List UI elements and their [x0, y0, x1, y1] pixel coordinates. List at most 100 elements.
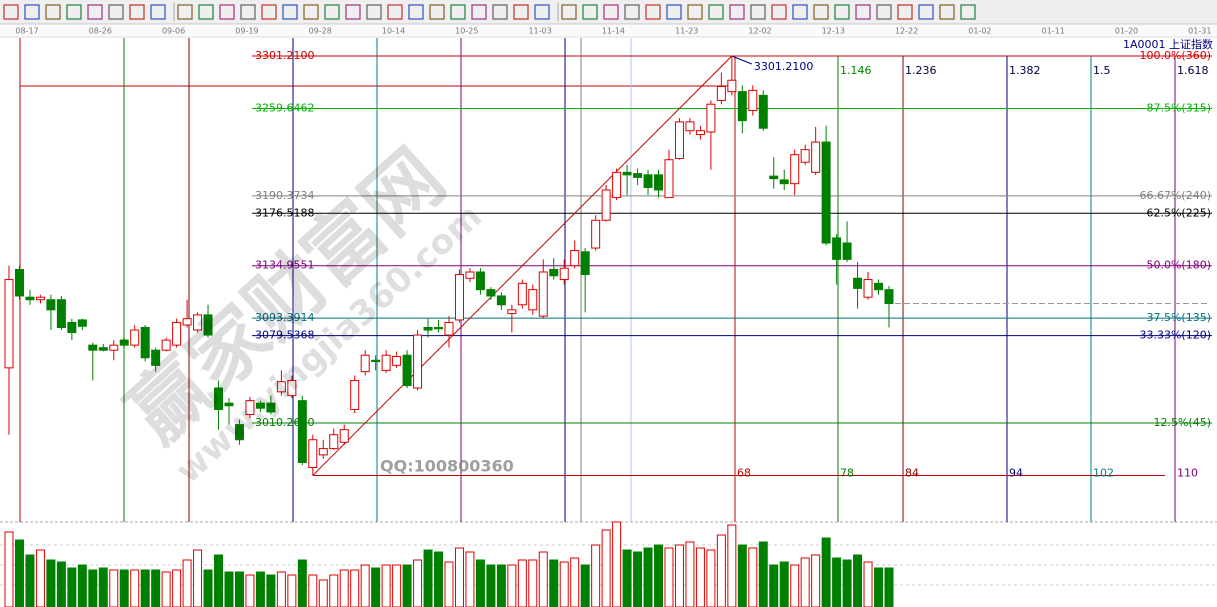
security-title: 1A0001 上证指数	[1123, 37, 1213, 51]
volume-bar	[67, 567, 77, 607]
volume-bar	[496, 564, 506, 607]
time-zone-ratio: 1.5	[1093, 64, 1111, 77]
toolbar-button[interactable]	[834, 4, 850, 20]
volume-bar	[224, 571, 234, 607]
toolbar-button[interactable]	[450, 4, 466, 20]
x-tick-label: 01-31	[1188, 27, 1211, 36]
candle-body	[863, 279, 873, 298]
volume-bar	[402, 564, 412, 607]
toolbar-button[interactable]	[66, 4, 82, 20]
toolbar-button[interactable]	[198, 4, 214, 20]
toolbar-button[interactable]	[666, 4, 682, 20]
toolbar-button[interactable]	[108, 4, 124, 20]
toolbar-button[interactable]	[324, 4, 340, 20]
candle-body	[161, 339, 171, 351]
x-tick-label: 10-25	[455, 27, 478, 36]
toolbar-button[interactable]	[492, 4, 508, 20]
candle-body	[654, 174, 664, 191]
level-price-label: 3259.6462	[255, 101, 315, 114]
toolbar-button[interactable]	[582, 4, 598, 20]
toolbar-button[interactable]	[687, 4, 703, 20]
toolbar-button[interactable]	[471, 4, 487, 20]
toolbar-button[interactable]	[219, 4, 235, 20]
candle-body	[214, 387, 224, 410]
toolbar-button[interactable]	[261, 4, 277, 20]
volume-bar	[465, 551, 475, 607]
level-ratio-label: 33.33%(120)	[1139, 329, 1211, 342]
x-tick-label: 09-28	[309, 27, 332, 36]
toolbar-button[interactable]	[3, 4, 19, 20]
toolbar-button[interactable]	[561, 4, 577, 20]
toolbar-button[interactable]	[513, 4, 529, 20]
toolbar-button[interactable]	[150, 4, 166, 20]
candle-body	[716, 86, 726, 101]
candle-body	[98, 347, 108, 351]
toolbar-button[interactable]	[750, 4, 766, 20]
toolbar-button[interactable]	[897, 4, 913, 20]
toolbar-button[interactable]	[366, 4, 382, 20]
toolbar-button[interactable]	[534, 4, 550, 20]
toolbar-button[interactable]	[387, 4, 403, 20]
toolbar-button[interactable]	[813, 4, 829, 20]
candle-body	[737, 91, 747, 122]
toolbar-button[interactable]	[45, 4, 61, 20]
toolbar-button[interactable]	[345, 4, 361, 20]
level-price-label: 3079.5368	[255, 329, 315, 342]
candle-body	[622, 171, 632, 176]
volume-bar	[214, 554, 224, 607]
toolbar-button[interactable]	[87, 4, 103, 20]
candle-body	[423, 326, 433, 331]
toolbar-button[interactable]	[603, 4, 619, 20]
volume-bar	[360, 564, 370, 607]
toolbar-button[interactable]	[429, 4, 445, 20]
volume-bar	[339, 569, 349, 607]
volume-bar	[392, 564, 402, 607]
x-tick-label: 09-06	[162, 27, 185, 36]
x-tick-label: 12-22	[895, 27, 918, 36]
volume-bar	[769, 564, 779, 607]
toolbar-button[interactable]	[408, 4, 424, 20]
x-tick-label: 11-14	[602, 27, 625, 36]
candle-body	[674, 121, 684, 159]
candle-body	[35, 296, 45, 301]
toolbar-button[interactable]	[960, 4, 976, 20]
candle-body	[486, 289, 496, 297]
volume-bar	[853, 554, 863, 607]
volume-bar	[790, 564, 800, 607]
volume-bar	[748, 547, 758, 607]
volume-bar	[842, 559, 852, 607]
candle-body	[4, 279, 14, 369]
toolbar-button[interactable]	[645, 4, 661, 20]
time-zone-count: 84	[905, 466, 919, 479]
toolbar-button[interactable]	[918, 4, 934, 20]
volume-bar	[350, 569, 360, 607]
watermark-qq: QQ:100800360	[380, 457, 514, 476]
volume-bar	[182, 559, 192, 607]
date-axis	[0, 25, 1217, 37]
toolbar-button[interactable]	[177, 4, 193, 20]
toolbar-button[interactable]	[303, 4, 319, 20]
toolbar-button[interactable]	[24, 4, 40, 20]
toolbar-button[interactable]	[708, 4, 724, 20]
candle-body	[549, 268, 559, 277]
toolbar-button[interactable]	[624, 4, 640, 20]
candle-body	[224, 402, 234, 407]
x-tick-label: 11-23	[675, 27, 698, 36]
toolbar-button[interactable]	[855, 4, 871, 20]
toolbar-button[interactable]	[792, 4, 808, 20]
candle-body	[14, 268, 24, 297]
toolbar-button[interactable]	[240, 4, 256, 20]
toolbar-button[interactable]	[282, 4, 298, 20]
volume-bar	[538, 551, 548, 607]
toolbar-button[interactable]	[876, 4, 892, 20]
candle-body	[842, 242, 852, 260]
toolbar-button[interactable]	[939, 4, 955, 20]
toolbar-button[interactable]	[771, 4, 787, 20]
level-price-label: 3176.5188	[255, 206, 315, 219]
x-tick-label: 12-02	[748, 27, 771, 36]
toolbar-button[interactable]	[729, 4, 745, 20]
toolbar-button[interactable]	[129, 4, 145, 20]
candle-body	[538, 271, 548, 317]
time-zone-ratio: 1.146	[840, 64, 872, 77]
volume-bar	[486, 564, 496, 607]
